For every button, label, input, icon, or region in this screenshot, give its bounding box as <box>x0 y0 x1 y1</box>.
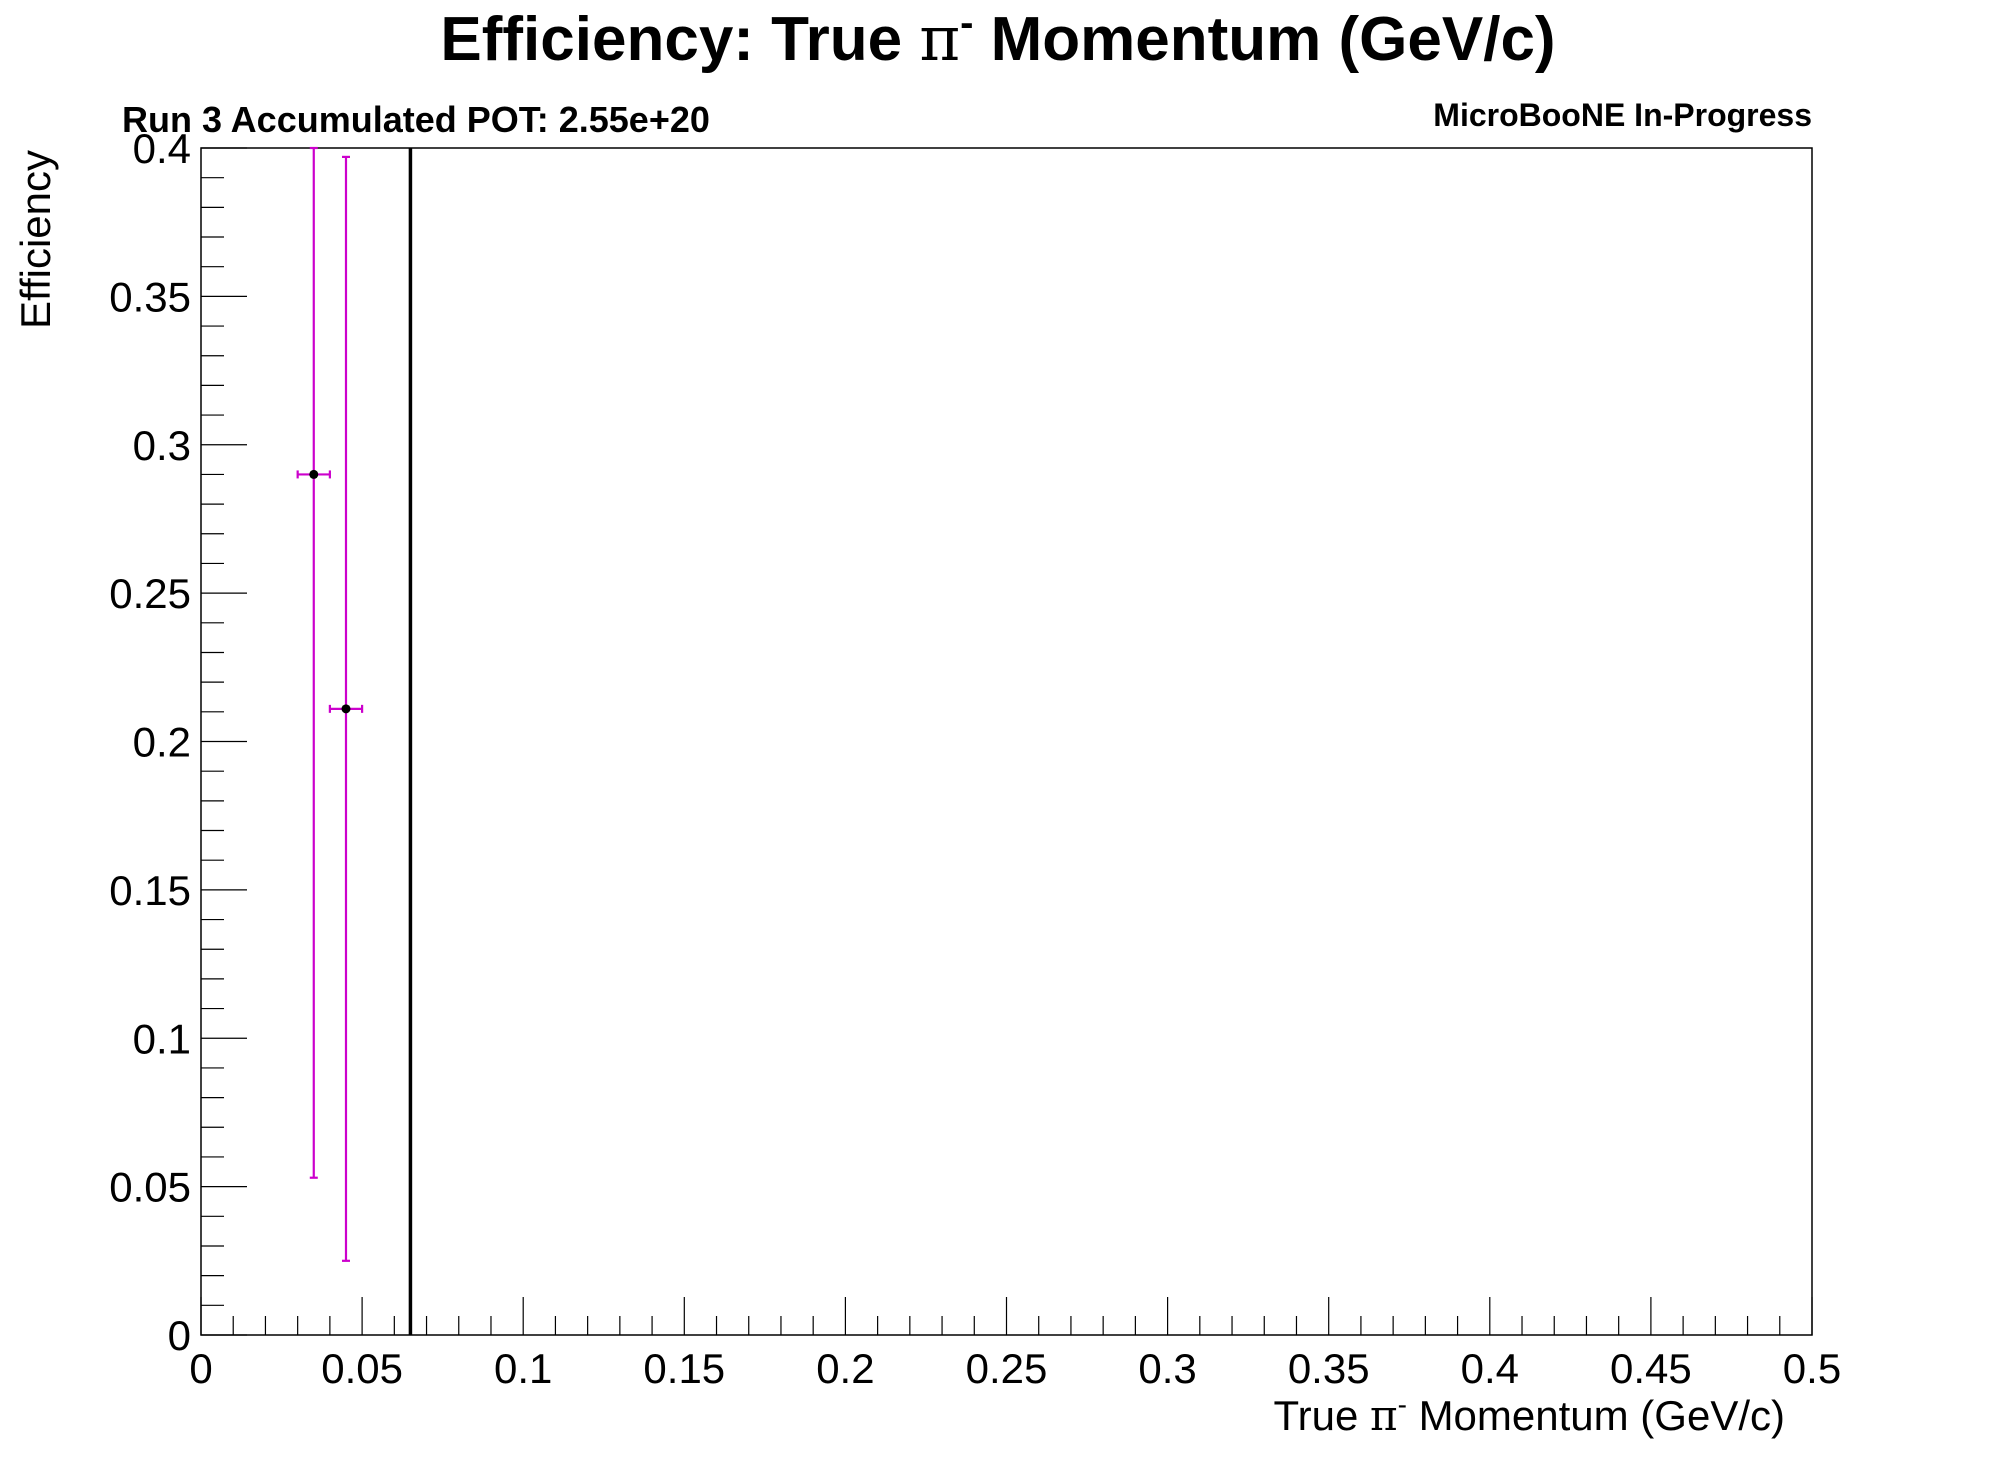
x-axis-title: True π- Momentum (GeV/c) <box>1274 1389 1786 1440</box>
x-tick-label: 0.35 <box>1288 1345 1370 1392</box>
chart-title: Efficiency: True π- Momentum (GeV/c) <box>440 1 1555 75</box>
y-tick-label: 0.25 <box>109 570 191 617</box>
data-marks <box>296 146 413 1335</box>
x-tick-label: 0 <box>189 1345 212 1392</box>
plot-frame <box>200 147 1813 1336</box>
experiment-label: MicroBooNE In-Progress <box>1433 97 1812 133</box>
y-tick-label: 0.1 <box>133 1015 191 1062</box>
y-tick-label: 0.05 <box>109 1164 191 1211</box>
y-tick-label: 0.15 <box>109 867 191 914</box>
y-tick-label: 0.4 <box>133 125 191 172</box>
y-tick-label: 0.35 <box>109 273 191 320</box>
x-tick-label: 0.1 <box>494 1345 552 1392</box>
x-tick-label: 0.25 <box>966 1345 1048 1392</box>
x-tick-label: 0.45 <box>1610 1345 1692 1392</box>
y-tick-label: 0.2 <box>133 719 191 766</box>
x-tick-label: 0.4 <box>1461 1345 1519 1392</box>
run-pot-label: Run 3 Accumulated POT: 2.55e+20 <box>122 99 710 140</box>
x-tick-label: 0.15 <box>643 1345 725 1392</box>
x-tick-label: 0.5 <box>1783 1345 1841 1392</box>
y-tick-label: 0.3 <box>133 422 191 469</box>
x-tick-label: 0.3 <box>1138 1345 1196 1392</box>
data-point <box>341 704 351 714</box>
y-axis-title: Efficiency <box>12 150 59 329</box>
y-tick-label: 0 <box>168 1312 191 1359</box>
x-tick-label: 0.2 <box>816 1345 874 1392</box>
data-point <box>309 469 319 479</box>
axes: 0 0.05 0.1 0.15 0.2 0.25 0.3 0.35 0.4 0.45 0.5 0 0.0… <box>109 125 1841 1392</box>
x-tick-label: 0.05 <box>321 1345 403 1392</box>
